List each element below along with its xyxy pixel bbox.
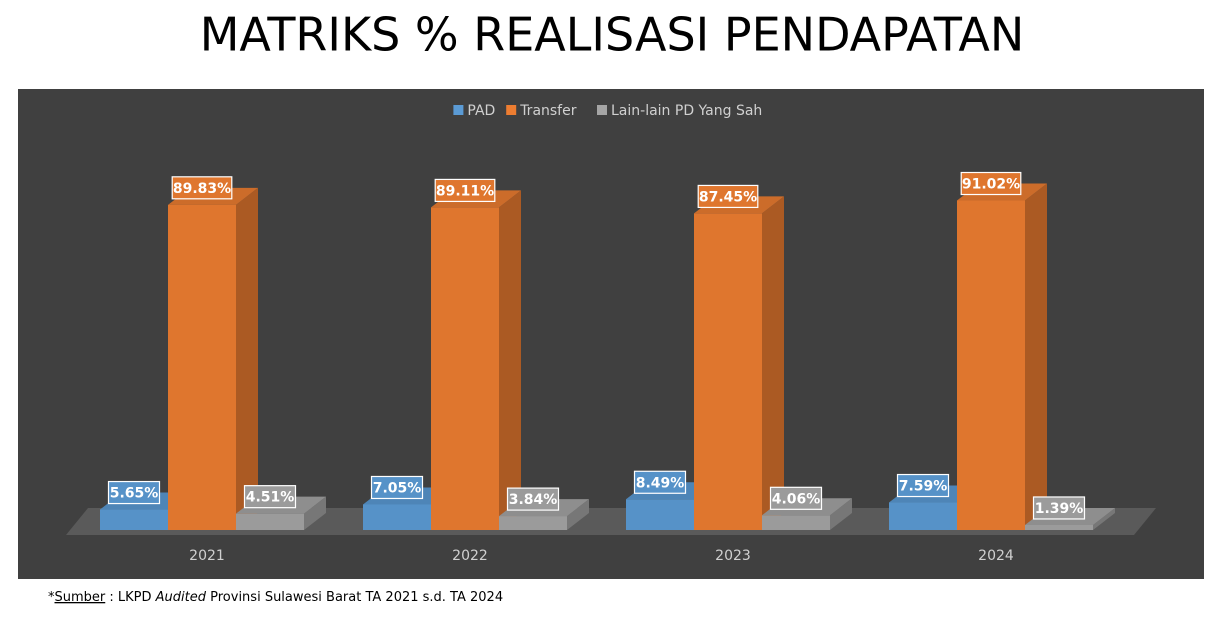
value-label-box <box>434 178 496 203</box>
footnote: *Sumber : LKPD Audited Provinsi Sulawesi… <box>48 590 503 605</box>
bar <box>694 213 762 530</box>
bar <box>100 509 168 530</box>
value-label: 5.65% <box>110 486 159 502</box>
x-tick-label: 2021 <box>189 548 225 564</box>
value-label-box <box>370 475 424 500</box>
value-label-box <box>697 184 759 209</box>
legend-label: Lain-lain PD Yang Sah <box>611 103 762 119</box>
value-label-box <box>243 485 297 509</box>
value-label: 1.39% <box>1035 501 1084 517</box>
x-tick-label: 2022 <box>452 548 488 564</box>
bar-side <box>1093 507 1115 530</box>
value-label: 91.02% <box>962 177 1020 193</box>
value-label: 89.11% <box>436 183 494 199</box>
floor <box>66 508 1156 535</box>
bar <box>431 207 499 530</box>
legend-label: Transfer <box>519 103 577 119</box>
value-label: 7.59% <box>899 479 948 495</box>
value-label-box <box>1032 496 1086 520</box>
value-label: 87.45% <box>699 189 757 205</box>
value-label: 7.05% <box>373 480 422 496</box>
footnote-text: Provinsi Sulawesi Barat TA 2021 s.d. TA … <box>206 590 503 605</box>
value-label-box <box>506 487 560 511</box>
legend-swatch <box>453 105 464 115</box>
value-label-box <box>107 480 161 505</box>
footnote-text: : LKPD <box>105 590 155 605</box>
x-tick-label: 2023 <box>715 548 751 564</box>
value-label: 8.49% <box>636 475 685 491</box>
bar <box>168 204 236 530</box>
value-label: 4.06% <box>772 491 821 507</box>
value-label-box <box>171 176 233 200</box>
bar-side <box>567 499 589 530</box>
bar <box>1025 524 1093 530</box>
footnote-emphasis: Audited <box>155 590 207 605</box>
value-label-box <box>769 486 823 510</box>
value-label: 4.51% <box>246 490 295 506</box>
bar <box>626 499 694 530</box>
footnote-mark: * <box>48 590 55 605</box>
bar <box>363 504 431 530</box>
value-label-box <box>633 470 687 494</box>
bar <box>889 502 957 530</box>
x-tick-label: 2024 <box>978 548 1014 564</box>
bar <box>236 513 304 530</box>
chart-title: MATRIKS % REALISASI PENDAPATAN <box>200 8 1025 62</box>
value-label-box <box>960 171 1022 196</box>
bar-side <box>1025 183 1047 530</box>
legend-label: PAD <box>467 103 495 119</box>
legend-swatch <box>506 105 517 115</box>
footnote-source: Sumber <box>55 590 106 605</box>
bar <box>762 515 830 530</box>
bar-side <box>499 190 521 530</box>
bar-side <box>236 187 258 530</box>
value-label-box <box>896 473 950 498</box>
bar <box>499 516 567 530</box>
value-label: 89.83% <box>173 181 231 197</box>
bar <box>957 200 1025 530</box>
bar-side <box>762 196 784 530</box>
legend-swatch <box>597 105 607 115</box>
bar-side <box>304 496 326 530</box>
value-label: 3.84% <box>509 492 558 508</box>
bar-side <box>830 498 852 530</box>
